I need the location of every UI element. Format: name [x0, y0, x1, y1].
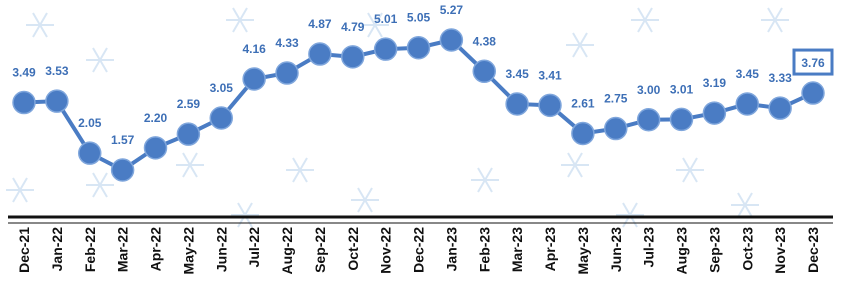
x-tick-label: Mar-22	[115, 227, 131, 272]
data-label: 4.87	[308, 17, 332, 31]
marker	[13, 92, 35, 114]
marker	[736, 93, 758, 115]
data-label: 2.59	[177, 97, 201, 111]
data-label: 4.38	[473, 34, 497, 48]
marker	[375, 38, 397, 60]
x-tick-label: Jul-23	[641, 227, 657, 268]
marker	[671, 108, 693, 130]
x-tick-label: Jan-23	[443, 227, 459, 272]
data-label: 4.79	[341, 20, 365, 34]
marker	[79, 142, 101, 164]
data-label: 2.05	[78, 116, 102, 130]
x-tick-label: May-23	[575, 227, 591, 275]
line	[24, 40, 813, 170]
marker	[638, 109, 660, 131]
x-tick-label: Jan-22	[49, 227, 65, 272]
data-label: 5.27	[440, 3, 464, 17]
marker	[408, 37, 430, 59]
data-label: 5.01	[374, 12, 398, 26]
x-tick-label: Jul-22	[246, 227, 262, 268]
data-label: 3.76	[801, 56, 825, 70]
x-tick-label: Aug-23	[674, 227, 690, 275]
data-label: 4.16	[242, 42, 266, 56]
marker	[572, 122, 594, 144]
marker	[342, 46, 364, 68]
x-tick-label: Feb-22	[82, 227, 98, 272]
marker	[145, 137, 167, 159]
data-label: 3.53	[45, 64, 69, 78]
marker	[605, 118, 627, 140]
data-label: 3.49	[12, 66, 36, 80]
marker	[276, 62, 298, 84]
marker	[703, 102, 725, 124]
x-tick-label: Aug-22	[279, 227, 295, 275]
data-label: 3.45	[736, 67, 760, 81]
x-tick-label: Mar-23	[509, 227, 525, 272]
data-label: 2.61	[571, 96, 595, 110]
marker	[177, 123, 199, 145]
x-tick-label: Nov-22	[378, 227, 394, 274]
marker	[112, 159, 134, 181]
marker	[473, 60, 495, 82]
x-tick-label: Sep-23	[706, 227, 722, 273]
x-tick-label: Dec-22	[411, 227, 427, 273]
x-tick-label: Jun-22	[213, 227, 229, 272]
marker	[506, 93, 528, 115]
data-label: 2.20	[144, 111, 168, 125]
marker	[46, 90, 68, 112]
x-tick-label: Oct-23	[739, 227, 755, 271]
x-tick-label: Apr-23	[542, 227, 558, 272]
chart: 3.49 3.53 2.05 1.57 2.20 2.59 3.05 4.16 4.33 4.87…	[0, 0, 841, 308]
data-label: 3.33	[768, 71, 792, 85]
data-label: 5.05	[407, 11, 431, 25]
data-label: 3.01	[670, 82, 694, 96]
x-tick-label: Apr-22	[148, 227, 164, 272]
marker	[769, 97, 791, 119]
data-label: 2.75	[604, 92, 628, 106]
x-tick-label: Nov-23	[772, 227, 788, 274]
data-label: 3.00	[637, 83, 661, 97]
marker	[243, 68, 265, 90]
marker	[539, 94, 561, 116]
x-tick-label: Sep-22	[312, 227, 328, 273]
data-label: 3.45	[505, 67, 529, 81]
data-label: 3.41	[538, 68, 562, 82]
marker	[210, 107, 232, 129]
data-label: 3.19	[703, 76, 727, 90]
x-tick-label: Jun-23	[608, 227, 624, 272]
x-tick-label: Dec-23	[805, 227, 821, 273]
x-tick-label: Oct-22	[345, 227, 361, 271]
data-label: 3.05	[210, 81, 234, 95]
x-tick-label: Dec-21	[16, 227, 32, 273]
marker	[309, 43, 331, 65]
x-tick-label: May-22	[180, 227, 196, 275]
data-label: 4.33	[275, 36, 299, 50]
marker	[440, 29, 462, 51]
data-label: 1.57	[111, 133, 135, 147]
x-tick-label: Feb-23	[476, 227, 492, 272]
marker	[802, 82, 824, 104]
